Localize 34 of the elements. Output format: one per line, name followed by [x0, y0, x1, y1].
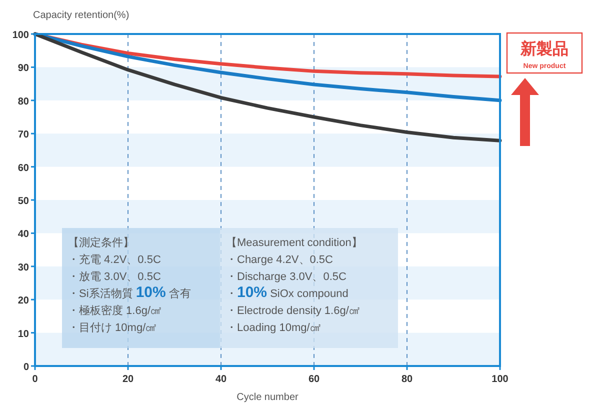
- x-tick-label: 80: [401, 374, 413, 385]
- annotation: 【Measurement condition】: [226, 236, 362, 249]
- annotation: ・Si系活物質 10% 含有: [68, 284, 191, 301]
- line-series: [33, 32, 502, 142]
- y-tick-label: 40: [18, 229, 30, 240]
- annotation: ・Loading 10mg/㎠: [226, 322, 321, 334]
- x-tick-label: 0: [32, 374, 38, 385]
- x-tick-label: 40: [215, 374, 227, 385]
- annotation: ・放電 3.0V、0.5C: [68, 271, 161, 283]
- annotation: ・Charge 4.2V、0.5C: [226, 254, 334, 266]
- y-tick-label: 50: [18, 196, 30, 207]
- x-tick-label: 60: [308, 374, 320, 385]
- annotation: ・Discharge 3.0V、0.5C: [226, 271, 346, 283]
- annotation: 【測定条件】: [68, 236, 134, 249]
- annotation: ・充電 4.2V、0.5C: [68, 253, 161, 266]
- annotation: ・10% SiOx compound: [226, 284, 348, 301]
- y-tick-label: 0: [23, 362, 30, 373]
- x-tick-label: 100: [492, 374, 509, 385]
- y-tick-label: 80: [18, 96, 30, 108]
- y-tick-label: 90: [18, 63, 30, 74]
- annotation: ・Electrode density 1.6g/㎠: [226, 305, 360, 317]
- y-tick-label: 20: [18, 296, 30, 307]
- text: 新製品: [520, 40, 568, 58]
- y-tick-label: 10: [18, 328, 30, 340]
- y-axis-title: Capacity retention(%): [33, 10, 130, 21]
- y-tick-label: 60: [18, 162, 30, 174]
- line-series: [33, 32, 502, 102]
- y-tick-label: 100: [12, 30, 30, 41]
- y-tick-label: 30: [18, 262, 30, 274]
- annotation: ・極板密度 1.6g/㎠: [68, 304, 162, 317]
- x-axis-title: Cycle number: [236, 392, 300, 403]
- annotation: ・目付け 10mg/㎠: [68, 322, 157, 334]
- x-tick-label: 20: [122, 374, 134, 385]
- y-tick-label: 70: [18, 130, 30, 141]
